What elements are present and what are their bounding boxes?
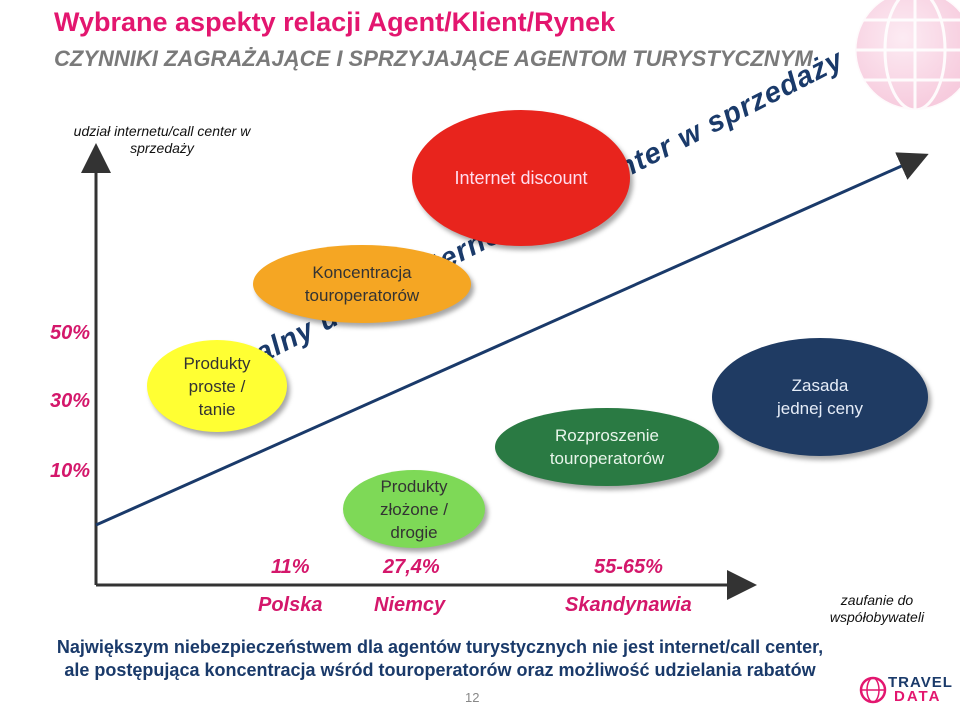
footer-line-2: ale postępująca koncentracja wśród touro…	[64, 660, 816, 680]
y-tick-50: 50%	[50, 322, 91, 344]
oval-zasada: Zasada jednej ceny	[712, 338, 928, 456]
page-title: Wybrane aspekty relacji Agent/Klient/Ryn…	[54, 7, 616, 37]
logo-line-1: TRAVEL	[888, 674, 953, 691]
oval-rozproszenie: Rozproszenie touroperatorów	[495, 408, 719, 486]
y-tick-30: 30%	[50, 390, 91, 412]
y-tick-10: 10%	[50, 460, 91, 482]
footer-line-1: Największym niebezpieczeństwem dla agent…	[56, 637, 824, 657]
oval-koncentracja: Koncentracja touroperatorów	[253, 245, 471, 323]
trend-arrow	[95, 152, 929, 527]
globe-icon	[853, 0, 960, 112]
y-axis-label: udział internetu/call center w sprzedaży	[73, 123, 251, 156]
page-number: 12	[465, 690, 480, 705]
label-niemcy: Niemcy	[374, 594, 446, 616]
oval-internet-discount: Internet discount	[412, 110, 630, 246]
label-polska: Polska	[258, 594, 323, 616]
footer-note: Największym niebezpieczeństwem dla agent…	[0, 636, 880, 682]
value-polska: 11%	[271, 556, 310, 578]
x-axis-label: zaufanie do współobywateli	[829, 592, 925, 625]
page-subtitle: CZYNNIKI ZAGRAŻAJĄCE I SPRZYJAJĄCE AGENT…	[54, 46, 813, 71]
oval-produkty-zlozone: Produkty złożone / drogie	[343, 470, 485, 548]
value-niemcy: 27,4%	[383, 556, 440, 578]
value-skandynawia: 55-65%	[594, 556, 663, 578]
oval-produkty-proste: Produkty proste / tanie	[147, 340, 287, 432]
logo-globe-icon	[859, 676, 887, 704]
travel-data-logo: TRAVEL DATA	[858, 675, 958, 705]
label-skandynawia: Skandynawia	[565, 594, 692, 616]
logo-line-2: DATA	[894, 688, 942, 705]
